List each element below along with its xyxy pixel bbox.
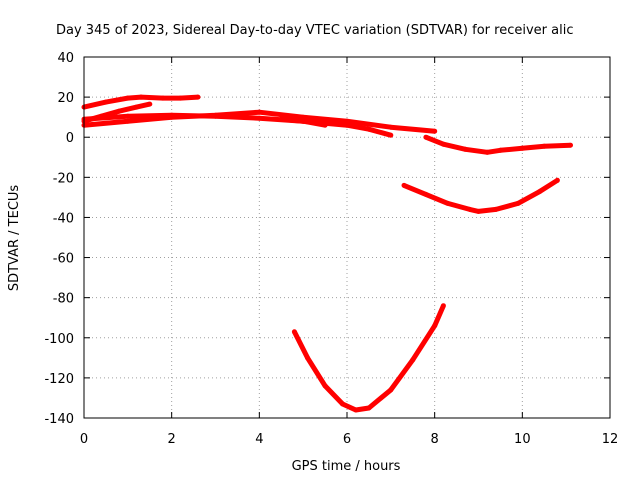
data-point	[125, 113, 131, 119]
data-point	[147, 101, 153, 107]
y-tick-label: 40	[57, 51, 74, 66]
x-tick-label: 10	[514, 432, 531, 447]
data-point	[291, 329, 297, 335]
data-point	[388, 387, 394, 393]
data-point	[169, 112, 175, 118]
data-point	[366, 126, 372, 132]
data-point	[256, 115, 262, 121]
data-point	[554, 177, 560, 183]
data-point	[344, 118, 350, 124]
data-point	[432, 323, 438, 329]
grid	[84, 57, 610, 418]
y-axis-label: SDTVAR / TECUs	[7, 185, 22, 292]
series-track-deep-arc	[292, 304, 446, 413]
data-point	[125, 95, 131, 101]
x-axis-label: GPS time / hours	[292, 459, 401, 474]
data-point	[423, 134, 429, 140]
y-tick-label: -20	[53, 171, 74, 186]
data-point	[537, 188, 543, 194]
data-point	[344, 122, 350, 128]
data-point	[541, 143, 547, 149]
data-point	[138, 94, 144, 100]
data-point	[213, 113, 218, 119]
x-tick-label: 12	[602, 432, 619, 447]
data-point	[195, 94, 201, 100]
data-point	[423, 191, 429, 197]
series-layer	[81, 94, 573, 413]
y-tick-label: -140	[44, 412, 74, 427]
y-tick-label: -40	[53, 211, 74, 226]
data-point	[440, 303, 446, 309]
data-point	[134, 104, 140, 110]
data-point	[484, 149, 490, 155]
data-point	[116, 108, 122, 114]
y-tick-label: -80	[53, 292, 74, 307]
data-point	[568, 142, 573, 148]
data-point	[432, 128, 438, 134]
x-axis-ticks: 0 2 4 6 8 10 12	[80, 57, 618, 447]
data-point	[322, 383, 328, 389]
y-tick-label: -100	[44, 332, 74, 347]
plot-frame	[83, 56, 611, 419]
data-point	[278, 116, 284, 122]
data-point	[353, 407, 359, 413]
y-tick-label: 0	[66, 131, 74, 146]
data-point	[440, 141, 446, 147]
data-point	[300, 118, 306, 124]
data-point	[160, 95, 166, 101]
x-tick-label: 4	[255, 432, 263, 447]
data-point	[340, 401, 346, 407]
series-track-descent	[281, 116, 392, 138]
data-point	[322, 120, 328, 126]
data-point	[519, 145, 525, 151]
x-tick-label: 8	[431, 432, 439, 447]
data-point	[300, 114, 306, 120]
x-tick-label: 6	[343, 432, 351, 447]
chart-title: Day 345 of 2023, Sidereal Day-to-day VTE…	[56, 23, 573, 38]
x-tick-label: 2	[168, 432, 176, 447]
x-tick-label: 0	[80, 432, 88, 447]
data-point	[462, 146, 468, 152]
y-tick-label: 20	[57, 91, 74, 106]
y-tick-label: -120	[44, 372, 74, 387]
data-point	[177, 95, 183, 101]
y-axis-ticks: 40 20 0 -20 -40 -60 -80 -100 -120 -140	[44, 51, 610, 427]
data-point	[103, 99, 109, 105]
data-point	[388, 124, 394, 130]
data-point	[515, 200, 521, 206]
data-point	[476, 208, 481, 214]
data-point	[493, 206, 499, 212]
data-point	[305, 355, 310, 361]
y-tick-label: -60	[53, 252, 74, 267]
data-point	[125, 118, 131, 124]
data-point	[366, 405, 372, 411]
data-point	[410, 357, 416, 363]
data-point	[401, 182, 407, 188]
data-point	[256, 109, 262, 115]
series-track-dip	[424, 134, 571, 155]
data-point	[388, 132, 394, 138]
data-point	[497, 147, 503, 153]
data-point	[467, 206, 473, 212]
data-point	[445, 200, 451, 206]
